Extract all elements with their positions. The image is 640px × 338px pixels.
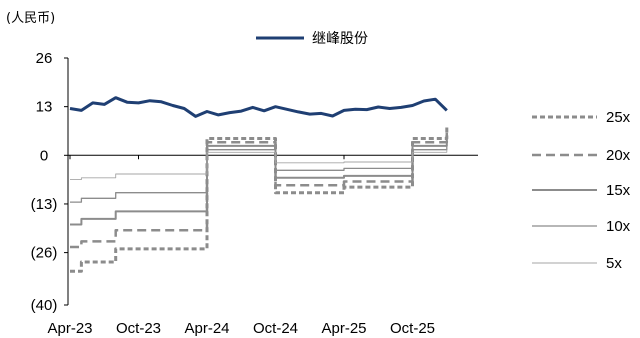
x-tick-label: Oct-24: [253, 320, 298, 337]
series-line-10x: [70, 144, 448, 203]
legend-label: 5x: [606, 255, 622, 272]
y-tick-label: (13): [31, 196, 58, 213]
y-tick-label: 13: [36, 99, 53, 116]
legend: 继峰股份 25x 20x 15x 10x 5x: [256, 31, 631, 272]
legend-label: 20x: [606, 147, 631, 164]
x-tick-label: Apr-23: [47, 320, 92, 337]
x-tick-label: Apr-25: [321, 320, 366, 337]
y-axis: 26 13 0 (13) (26) (40): [31, 50, 69, 314]
series-line-15x: [70, 138, 448, 226]
x-tick-label: Apr-24: [184, 320, 229, 337]
y-tick-label: (40): [31, 297, 58, 314]
y-tick-label: (26): [31, 245, 58, 262]
x-tick-label: Oct-23: [116, 320, 161, 337]
y-tick-label: 26: [36, 50, 53, 67]
series-group: [69, 96, 449, 273]
unit-label: (人民币): [6, 11, 55, 26]
legend-label: 25x: [606, 109, 631, 126]
legend-label: 10x: [606, 218, 631, 235]
x-axis: Apr-23 Oct-23 Apr-24 Oct-24 Apr-25 Oct-25: [47, 154, 478, 337]
legend-label: 15x: [606, 182, 631, 199]
series-line-继峰股份: [69, 96, 448, 118]
x-tick-label: Oct-25: [390, 320, 435, 337]
legend-label: 继峰股份: [312, 31, 368, 47]
y-tick-label: 0: [40, 147, 48, 164]
series-line-25x: [70, 125, 449, 273]
series-line-5x: [70, 149, 448, 181]
